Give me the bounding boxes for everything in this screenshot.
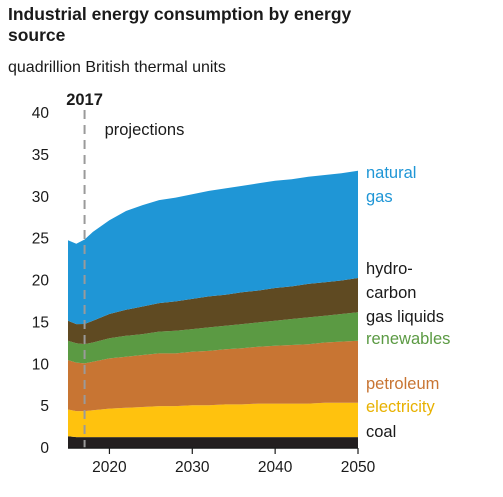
label-hgl: hydro-carbon gas liquids (366, 260, 444, 326)
y-tick-label: 15 (32, 314, 49, 331)
area-hydro-carbon-gas-liquids (68, 278, 358, 345)
area-petroleum (68, 340, 358, 412)
area-electricity (68, 402, 358, 438)
y-tick-label: 25 (32, 231, 49, 248)
projections-label: projections (105, 121, 185, 139)
y-tick-label: 10 (32, 356, 50, 373)
y-tick-label: 0 (40, 440, 49, 457)
x-tick-label: 2020 (92, 459, 127, 476)
x-axis-ticks: 2020 2030 2040 2050 (92, 448, 376, 476)
y-axis-ticks: 0 5 10 15 20 25 30 35 40 (32, 105, 50, 457)
y-tick-label: 35 (32, 147, 49, 164)
chart-subtitle: quadrillion British thermal units (8, 59, 226, 76)
area-renewables (68, 312, 358, 364)
y-tick-label: 30 (32, 189, 50, 206)
year-2017-marker-label: 2017 (66, 91, 103, 109)
y-tick-label: 20 (32, 273, 50, 290)
label-electricity: electricity (366, 398, 436, 416)
label-petroleum: petroleum (366, 375, 439, 393)
label-renewables: renewables (366, 330, 450, 348)
label-natural_gas: natural gas (366, 164, 416, 206)
area-coal (68, 436, 358, 448)
x-tick-label: 2050 (341, 459, 376, 476)
series-labels: natural gas hydro-carbon gas liquids renewab… (366, 164, 450, 441)
y-tick-label: 40 (32, 105, 50, 122)
chart-title: Industrial energy consumption by energy … (8, 4, 352, 45)
area-natural-gas (68, 170, 358, 325)
area-layers (68, 170, 358, 448)
x-tick-label: 2030 (175, 459, 210, 476)
label-coal: coal (366, 423, 396, 441)
y-tick-label: 5 (40, 398, 49, 415)
x-tick-label: 2040 (258, 459, 293, 476)
